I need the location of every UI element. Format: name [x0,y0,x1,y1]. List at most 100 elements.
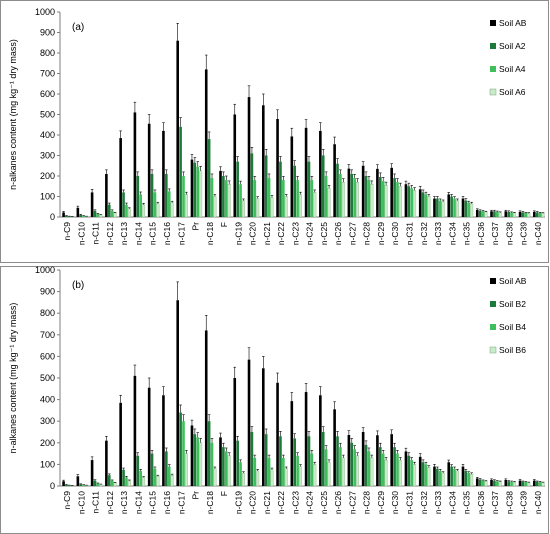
bar-a-s3-26 [441,201,445,218]
chart-b-svg: 0 100 200 300 400 500 600 700 800 900 1000 n-alkane… [0,266,549,534]
bar-b-s1-29 [478,479,482,486]
bar-a-s0-1 [76,207,80,217]
bar-a-s1-25 [421,192,425,217]
bar-b-s0-22 [376,435,379,486]
x-tick-label-b-2: n-C11 [91,491,101,514]
bar-b-s3-32 [527,482,531,487]
x-tick-label-a-5: n-C14 [133,222,143,245]
x-tick-label-b-22: n-C29 [376,491,386,514]
bar-a-s0-30 [490,211,493,217]
bar-a-s0-2 [90,192,94,217]
y-tick-label-a-3: 300 [40,151,55,161]
x-tick-label-b-10: n-C18 [205,491,215,514]
legend-swatch-b-3 [489,346,497,354]
bar-b-s3-11 [227,455,231,487]
bar-a-s0-27 [447,194,451,217]
y-tick-label-b-9: 900 [40,287,55,297]
bar-b-s0-18 [319,395,322,486]
bar-a-s1-33 [535,212,539,217]
bar-a-s3-21 [370,184,374,218]
bar-b-s1-3 [107,475,111,486]
bar-a-s0-21 [361,165,365,217]
bar-a-s0-14 [261,105,265,217]
bar-a-s2-12 [239,184,242,217]
bar-a-s1-31 [507,211,510,217]
bar-a-s2-23 [396,182,399,217]
x-tick-label-b-19: n-C26 [333,491,343,514]
panel-b: 0 100 200 300 400 500 600 700 800 900 1000 n-alkane… [0,266,549,534]
x-tick-label-a-2: n-C11 [91,222,101,245]
bar-a-s0-22 [376,168,379,217]
bar-b-s2-30 [496,481,499,486]
bar-a-s0-6 [147,123,151,217]
bar-a-s1-0 [65,215,68,217]
bar-a-s3-23 [398,186,402,218]
bar-a-s2-24 [410,188,414,217]
bar-b-s0-9 [190,425,194,486]
bar-b-s0-7 [162,395,165,486]
panel-label-b: (b) [72,280,84,291]
bar-b-s3-14 [270,469,274,487]
bar-b-s0-17 [304,392,308,486]
bar-a-s1-6 [150,173,154,217]
bar-b-s3-29 [484,481,488,487]
bar-a-s3-7 [170,202,174,218]
bar-a-s0-11 [219,170,222,217]
bar-a-s2-19 [339,173,342,217]
y-tick-label-b-3: 300 [40,416,55,426]
x-tick-label-a-31: n-C38 [504,222,514,245]
bar-a-s3-20 [356,181,360,218]
y-tick-label-b-1: 100 [40,459,55,469]
bar-b-s2-15 [282,457,285,486]
bar-b-s2-2 [96,483,100,486]
bar-a-s0-5 [133,112,137,217]
bar-a-s1-2 [93,210,97,217]
bar-b-s3-31 [513,481,516,487]
bar-a-s2-15 [282,180,285,217]
bar-b-s0-20 [347,435,351,486]
bar-b-s3-13 [256,470,260,487]
bar-b-s1-17 [307,436,311,486]
y-tick-label-a-6: 600 [40,89,55,99]
bar-b-s0-21 [361,432,365,486]
bar-b-s2-4 [125,477,128,486]
legend-swatch-a-3 [489,88,497,96]
bar-a-s2-8 [182,176,185,217]
bar-b-s0-11 [219,437,222,486]
bar-b-s3-20 [356,455,360,487]
bar-b-s3-15 [284,468,288,487]
x-tick-label-b-3: n-C12 [105,491,115,514]
bar-a-s2-31 [510,212,513,217]
bar-a-s0-9 [190,159,194,217]
bar-a-s3-15 [284,196,288,218]
bar-b-s3-27 [455,470,459,487]
panel-border-a [0,0,549,263]
y-tick-label-b-5: 500 [40,373,55,383]
bar-b-s0-1 [76,476,80,486]
bar-a-s3-27 [455,200,459,218]
bar-a-s3-31 [513,212,516,218]
bar-a-s0-23 [390,167,393,217]
bar-a-s0-0 [62,212,65,217]
bar-a-s1-7 [165,173,168,217]
bar-a-s2-3 [110,210,114,217]
bar-b-s3-2 [99,484,103,487]
bar-a-s1-20 [350,173,354,217]
panel-border-b [0,266,549,534]
bar-a-s2-11 [224,180,228,217]
x-tick-label-b-9: Pr [191,491,201,500]
legend-swatch-a-0 [490,20,496,26]
x-tick-label-b-23: n-C30 [390,491,400,514]
x-tick-label-a-15: n-C22 [276,222,286,245]
bar-b-s2-33 [538,482,542,486]
bar-a-s0-10 [204,69,208,218]
x-tick-label-a-30: n-C37 [490,222,500,245]
y-tick-label-a-1: 100 [40,192,55,202]
x-tick-label-a-6: n-C15 [148,222,158,245]
bar-a-s3-29 [484,211,488,218]
bar-b-s0-10 [204,330,208,486]
bar-b-s0-4 [119,402,122,486]
bar-b-s1-16 [293,438,297,486]
x-tick-label-a-10: n-C18 [205,222,215,245]
bar-a-s2-5 [139,194,143,217]
